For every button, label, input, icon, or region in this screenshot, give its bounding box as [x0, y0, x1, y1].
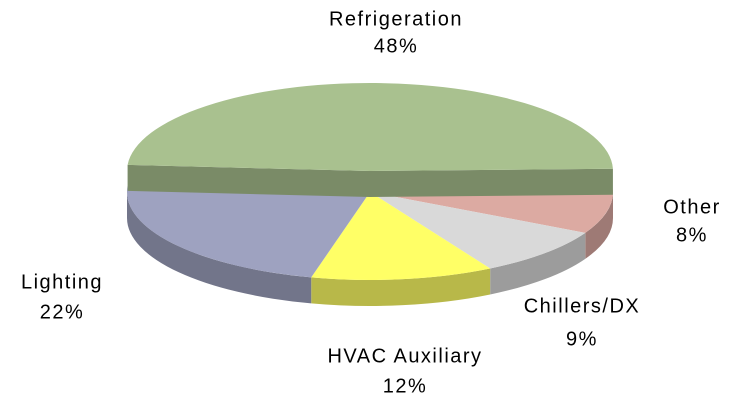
slice-value-label: 48%: [374, 35, 419, 57]
slice: [370, 189, 613, 233]
slice: [126, 185, 370, 278]
slice-side: [127, 192, 312, 304]
slice: [127, 83, 613, 171]
slice-label: Lighting: [21, 271, 103, 293]
slice-side: [585, 192, 613, 259]
slice-label: Other: [663, 196, 721, 218]
slice-label: Refrigeration: [329, 8, 463, 30]
slice-label: HVAC Auxiliary: [327, 345, 482, 367]
slice: [311, 192, 491, 280]
slice-side: [490, 232, 586, 295]
slice-side: [311, 268, 491, 306]
slice-value-label: 8%: [676, 224, 708, 246]
slice-cut-face: [370, 168, 613, 197]
slice-cut-face: [127, 164, 370, 197]
slice-value-label: 22%: [40, 301, 85, 323]
slice-value-label: 12%: [383, 375, 428, 397]
slice-value-label: 9%: [566, 328, 598, 350]
slice: [370, 192, 586, 269]
slice-label: Chillers/DX: [524, 295, 641, 317]
